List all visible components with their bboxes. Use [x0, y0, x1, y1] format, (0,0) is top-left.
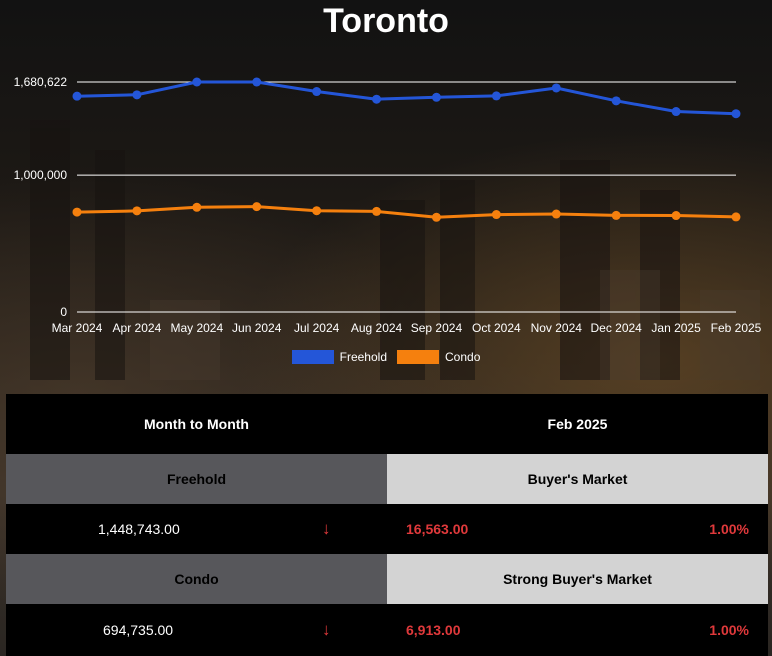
x-tick-label: Aug 2024: [351, 321, 403, 335]
data-point-condo[interactable]: [671, 211, 681, 221]
legend-swatch-condo: [397, 350, 439, 364]
table-row: Condo Strong Buyer's Market: [6, 554, 768, 604]
freehold-price-cell: 1,448,743.00 ↓: [6, 504, 387, 554]
data-point-freehold[interactable]: [731, 109, 741, 119]
data-point-condo[interactable]: [491, 210, 501, 220]
data-point-freehold[interactable]: [431, 92, 441, 102]
data-point-freehold[interactable]: [491, 91, 501, 101]
condo-price-cell: 694,735.00 ↓: [6, 604, 387, 656]
data-point-freehold[interactable]: [72, 91, 82, 101]
y-tick-label: 0: [60, 305, 67, 319]
data-point-condo[interactable]: [611, 210, 621, 220]
data-point-condo[interactable]: [312, 206, 322, 216]
x-tick-label: May 2024: [170, 321, 223, 335]
legend-label-freehold: Freehold: [339, 350, 387, 364]
data-point-condo[interactable]: [252, 202, 262, 212]
table-header-row: Month to Month Feb 2025: [6, 394, 768, 454]
down-arrow-icon: ↓: [322, 519, 331, 538]
condo-label: Condo: [6, 554, 387, 604]
data-point-freehold[interactable]: [312, 87, 322, 97]
x-tick-label: Sep 2024: [411, 321, 463, 335]
x-tick-label: Jul 2024: [294, 321, 340, 335]
table-row: Freehold Buyer's Market: [6, 454, 768, 504]
freehold-percent: 1.00%: [709, 521, 749, 537]
data-point-freehold[interactable]: [611, 96, 621, 106]
y-tick-label: 1,000,000: [14, 168, 68, 182]
x-tick-label: Apr 2024: [113, 321, 162, 335]
x-tick-label: Nov 2024: [531, 321, 583, 335]
chart-legend: Freehold Condo: [0, 350, 772, 364]
header-month-to-month: Month to Month: [144, 416, 249, 432]
legend-swatch-freehold: [291, 350, 334, 364]
data-point-freehold[interactable]: [671, 107, 681, 117]
header-period: Feb 2025: [547, 416, 608, 432]
freehold-change-cell: 16,563.00 1.00%: [387, 504, 768, 554]
condo-change: 6,913.00: [406, 622, 461, 638]
freehold-change: 16,563.00: [406, 521, 469, 537]
y-tick-label: 1,680,622: [14, 75, 68, 89]
freehold-market-status: Buyer's Market: [387, 454, 768, 504]
data-point-condo[interactable]: [132, 206, 142, 216]
condo-price: 694,735.00: [103, 622, 174, 638]
data-point-condo[interactable]: [192, 202, 202, 212]
down-arrow-icon: ↓: [322, 620, 331, 639]
x-tick-label: Dec 2024: [590, 321, 642, 335]
data-point-condo[interactable]: [551, 209, 561, 219]
legend-label-condo: Condo: [445, 350, 481, 364]
condo-market-status: Strong Buyer's Market: [387, 554, 768, 604]
data-point-freehold[interactable]: [372, 94, 382, 104]
legend-item-freehold[interactable]: Freehold: [291, 350, 387, 364]
freehold-label: Freehold: [6, 454, 387, 504]
data-point-freehold[interactable]: [132, 90, 142, 100]
freehold-price: 1,448,743.00: [98, 521, 180, 537]
legend-item-condo[interactable]: Condo: [397, 350, 480, 364]
condo-percent: 1.00%: [709, 622, 749, 638]
data-point-freehold[interactable]: [252, 77, 262, 87]
series-line-condo: [76, 205, 737, 219]
line-chart: 0 1,000,000 1,680,622 Mar 2024 Apr 2024 May …: [14, 75, 762, 335]
x-tick-label: Oct 2024: [472, 321, 521, 335]
x-tick-label: Feb 2025: [711, 321, 762, 335]
data-point-freehold[interactable]: [192, 77, 202, 87]
x-tick-label: Mar 2024: [52, 321, 103, 335]
x-tick-label: Jun 2024: [232, 321, 282, 335]
data-point-condo[interactable]: [372, 206, 382, 216]
table-row: 1,448,743.00 ↓ 16,563.00 1.00%: [6, 504, 768, 554]
page-title: Toronto: [323, 2, 449, 40]
table-row: 694,735.00 ↓ 6,913.00 1.00%: [6, 604, 768, 656]
x-tick-label: Jan 2025: [651, 321, 701, 335]
data-point-condo[interactable]: [431, 212, 441, 222]
data-point-condo[interactable]: [731, 212, 741, 222]
data-point-condo[interactable]: [72, 207, 82, 217]
condo-change-cell: 6,913.00 1.00%: [387, 604, 768, 656]
series-line-freehold: [76, 80, 737, 116]
market-summary-table: Month to Month Feb 2025 Freehold Buyer's…: [6, 394, 768, 656]
data-point-freehold[interactable]: [551, 83, 561, 93]
